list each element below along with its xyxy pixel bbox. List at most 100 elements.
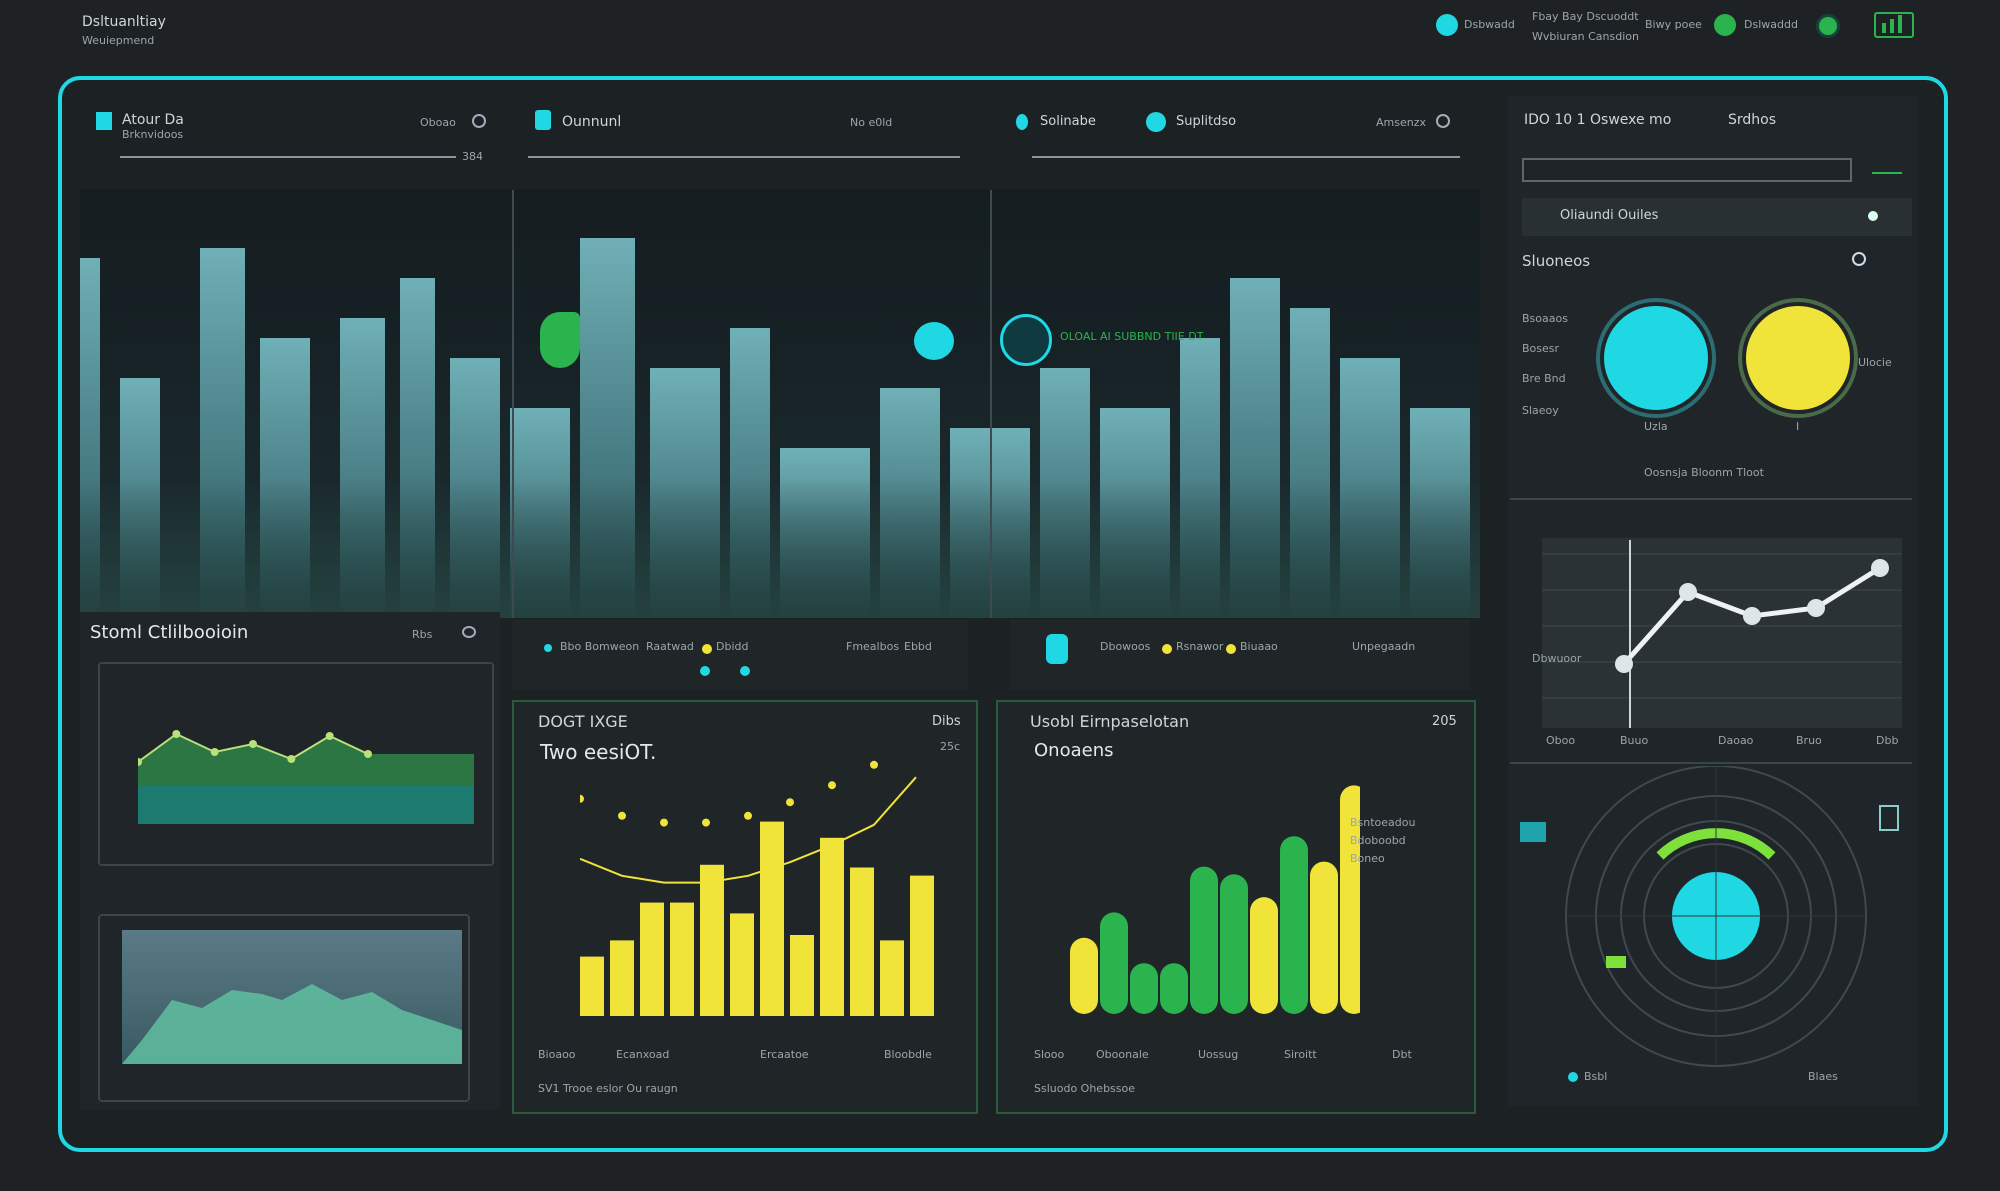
green-bar (1070, 937, 1098, 1014)
city-skyline-image (80, 190, 1480, 618)
legend3-a: Dbowoos (1100, 640, 1151, 653)
gb-legend-2: Oboonale (1096, 1048, 1149, 1061)
line-right-tick-1: Oboo (1546, 734, 1576, 747)
area-point (172, 730, 181, 738)
map-marker-icon[interactable] (914, 322, 954, 360)
radar-widget (1520, 766, 1899, 1067)
status-label-a[interactable]: Dsbwadd (1464, 18, 1515, 31)
legend2-d: Fmealbos (846, 640, 900, 653)
left-mountain-chart-box (98, 914, 470, 1102)
panel4-row-label: Oliaundi Ouiles (1560, 208, 1659, 223)
green-bar-right: 205 (1432, 714, 1457, 729)
row-dot-icon (1868, 211, 1878, 221)
line-point (1743, 607, 1761, 625)
yellow-bar (820, 837, 844, 1016)
yb-legend-3: Ercaatoe (760, 1048, 809, 1061)
gb-legend-5: Dbt (1392, 1048, 1412, 1061)
area-point (249, 740, 257, 748)
green-legend-item-1: Bsntoeadou (1350, 816, 1416, 829)
panel4-right: Srdhos (1728, 112, 1777, 128)
refresh-icon[interactable] (1436, 114, 1450, 128)
legend3-d: Unpegaadn (1352, 640, 1416, 653)
toggle-icon[interactable] (1816, 14, 1840, 38)
panel2-title: Ounnunl (562, 114, 622, 130)
legend2-a: Bbo Bomweon (560, 640, 640, 653)
line-plot-bg (1542, 538, 1902, 728)
legend-dot-yellow-3 (1226, 644, 1236, 654)
panel3-status-dot (1146, 112, 1166, 132)
radar-legend-dot (1568, 1072, 1578, 1082)
line-right-tick-2: Buuo (1620, 734, 1649, 747)
yellow-line-point (580, 794, 584, 803)
clock-icon[interactable] (472, 114, 486, 128)
legend2-e: Ebbd (904, 640, 932, 653)
panel4-title: IDO 10 1 Oswexe mo (1524, 112, 1672, 128)
yellow-bar-footer: SV1 Trooe eslor Ou raugn (538, 1082, 678, 1095)
line-point (1615, 655, 1633, 673)
location-pin-icon[interactable] (1000, 314, 1052, 366)
green-bar-chart (1070, 785, 1360, 1014)
status-label-d[interactable]: Dslwaddd (1744, 18, 1798, 31)
yellow-bar (760, 821, 784, 1016)
green-bar-title: Usobl Eirnpaselotan (1030, 712, 1190, 731)
metric-caption: Oosnsja Bloonm Tloot (1644, 466, 1764, 479)
panel1-right-label: Oboao (420, 116, 456, 129)
yb-legend-4: Bloobdle (884, 1048, 932, 1061)
radar-footer-right: Blaes (1808, 1070, 1838, 1083)
left-chart-right-label: Rbs (412, 628, 433, 641)
yellow-bar-panel (512, 700, 978, 1114)
line-right-label: Dbwuoor (1532, 652, 1582, 665)
panel4-row[interactable] (1522, 198, 1912, 236)
line-right-tick-3: Daoao (1718, 734, 1754, 747)
legend-dot (544, 644, 552, 652)
yellow-bar (850, 867, 874, 1016)
line-point (1807, 599, 1825, 617)
metric-circle-yellow[interactable] (1742, 302, 1854, 414)
settings-icon[interactable] (1852, 252, 1866, 266)
green-bar (1190, 866, 1218, 1014)
panel2-icon (535, 110, 551, 130)
legend3-b: Rsnawor (1176, 640, 1224, 653)
status-label-b2: Wvbiuran Cansdion (1532, 30, 1639, 43)
panel3-title: Solinabe (1040, 114, 1096, 129)
yb-legend-2: Ecanxoad (616, 1048, 670, 1061)
side-label-3: Bre Bnd (1522, 372, 1566, 385)
green-bar (1250, 897, 1278, 1014)
legend3-c: Biuaao (1240, 640, 1278, 653)
green-bar (1100, 912, 1128, 1014)
yb-legend-1: Bioaoo (538, 1048, 576, 1061)
yellow-line-point (702, 818, 710, 827)
yellow-bar (640, 902, 664, 1016)
gb-legend-1: Slooo (1034, 1048, 1065, 1061)
green-legend-item-3: Boneo (1350, 852, 1385, 865)
metric-circle-cyan[interactable] (1600, 302, 1712, 414)
green-bar-subtitle: Onoaens (1034, 740, 1114, 761)
left-area-chart-box (98, 662, 494, 866)
line-right-tick-4: Bruo (1796, 734, 1822, 747)
yellow-line-point (744, 811, 752, 820)
yellow-bar (910, 875, 934, 1016)
app-title: Dsltuanltiay (82, 14, 166, 30)
line-right-tick-5: Dbb (1876, 734, 1899, 747)
share-icon[interactable] (462, 626, 476, 638)
panel1-icon (96, 112, 112, 130)
status-label-b1: Fbay Bay Dscuoddt (1532, 10, 1639, 23)
area-point (364, 750, 372, 758)
metric-value-b: I (1796, 420, 1800, 433)
area-series (138, 734, 474, 786)
right-line-chart (1542, 538, 1902, 728)
legend-dot-yellow-2 (1162, 644, 1172, 654)
battery-icon (1874, 12, 1914, 38)
legend-strip-2 (512, 620, 968, 690)
panel4-search-input[interactable] (1522, 158, 1852, 182)
gb-legend-4: Siroitt (1284, 1048, 1317, 1061)
yellow-line-point (828, 781, 836, 790)
map-overlay-text: OLOAL AI SUBBND TIIE DT (1060, 330, 1204, 343)
area-band (138, 786, 474, 824)
panel4-section-title: Sluoneos (1522, 252, 1591, 270)
yellow-bar-subtitle: Two eesiOT. (540, 740, 657, 764)
panel3-middle-label: Suplitdso (1176, 114, 1237, 129)
legend2-b: Raatwad (646, 640, 694, 653)
status-dot-green (1714, 14, 1736, 36)
yellow-bar (700, 864, 724, 1016)
